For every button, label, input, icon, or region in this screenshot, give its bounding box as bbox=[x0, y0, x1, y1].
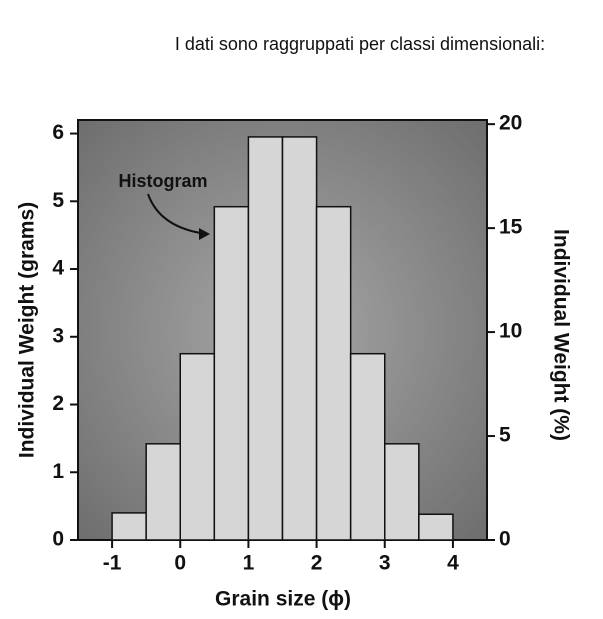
x-tick-label: 0 bbox=[174, 552, 186, 575]
y-tick-label: 6 bbox=[52, 121, 64, 144]
y2-axis-label: Individual Weight (%) bbox=[549, 229, 572, 441]
bar bbox=[247, 136, 284, 541]
x-tick-label: -1 bbox=[103, 552, 122, 575]
y-tick-label: 0 bbox=[52, 528, 64, 551]
bar bbox=[384, 443, 420, 541]
x-tick-label: 4 bbox=[447, 552, 459, 575]
arrow-head bbox=[199, 228, 210, 240]
x-tick-label: 2 bbox=[311, 552, 323, 575]
bar bbox=[315, 205, 352, 541]
annotation: Histogram bbox=[118, 171, 207, 191]
y2-tick-label: 0 bbox=[499, 528, 511, 551]
bar bbox=[145, 443, 182, 541]
bar bbox=[213, 205, 250, 541]
x-axis-label: Grain size (ϕ) bbox=[215, 588, 351, 611]
bar bbox=[418, 513, 454, 541]
y-axis-label: Individual Weight (grams) bbox=[16, 202, 39, 458]
bar bbox=[349, 352, 386, 541]
y2-tick-label: 15 bbox=[499, 216, 523, 239]
y2-tick-label: 20 bbox=[499, 112, 522, 135]
chart-title: I dati sono raggruppati per classi dimen… bbox=[175, 34, 545, 54]
y-tick-label: 1 bbox=[52, 460, 64, 483]
y2-tick-label: 10 bbox=[499, 320, 522, 343]
bar bbox=[281, 136, 318, 541]
x-tick-label: 3 bbox=[379, 552, 391, 575]
y-tick-label: 5 bbox=[52, 189, 64, 212]
y-tick-label: 4 bbox=[52, 257, 64, 280]
bar bbox=[111, 512, 147, 541]
y2-tick-label: 5 bbox=[499, 424, 511, 447]
x-tick-label: 1 bbox=[243, 552, 255, 575]
y-tick-label: 2 bbox=[52, 392, 64, 415]
annotation-arrow bbox=[147, 193, 208, 235]
y-tick-label: 3 bbox=[52, 324, 64, 347]
bar bbox=[179, 352, 216, 541]
